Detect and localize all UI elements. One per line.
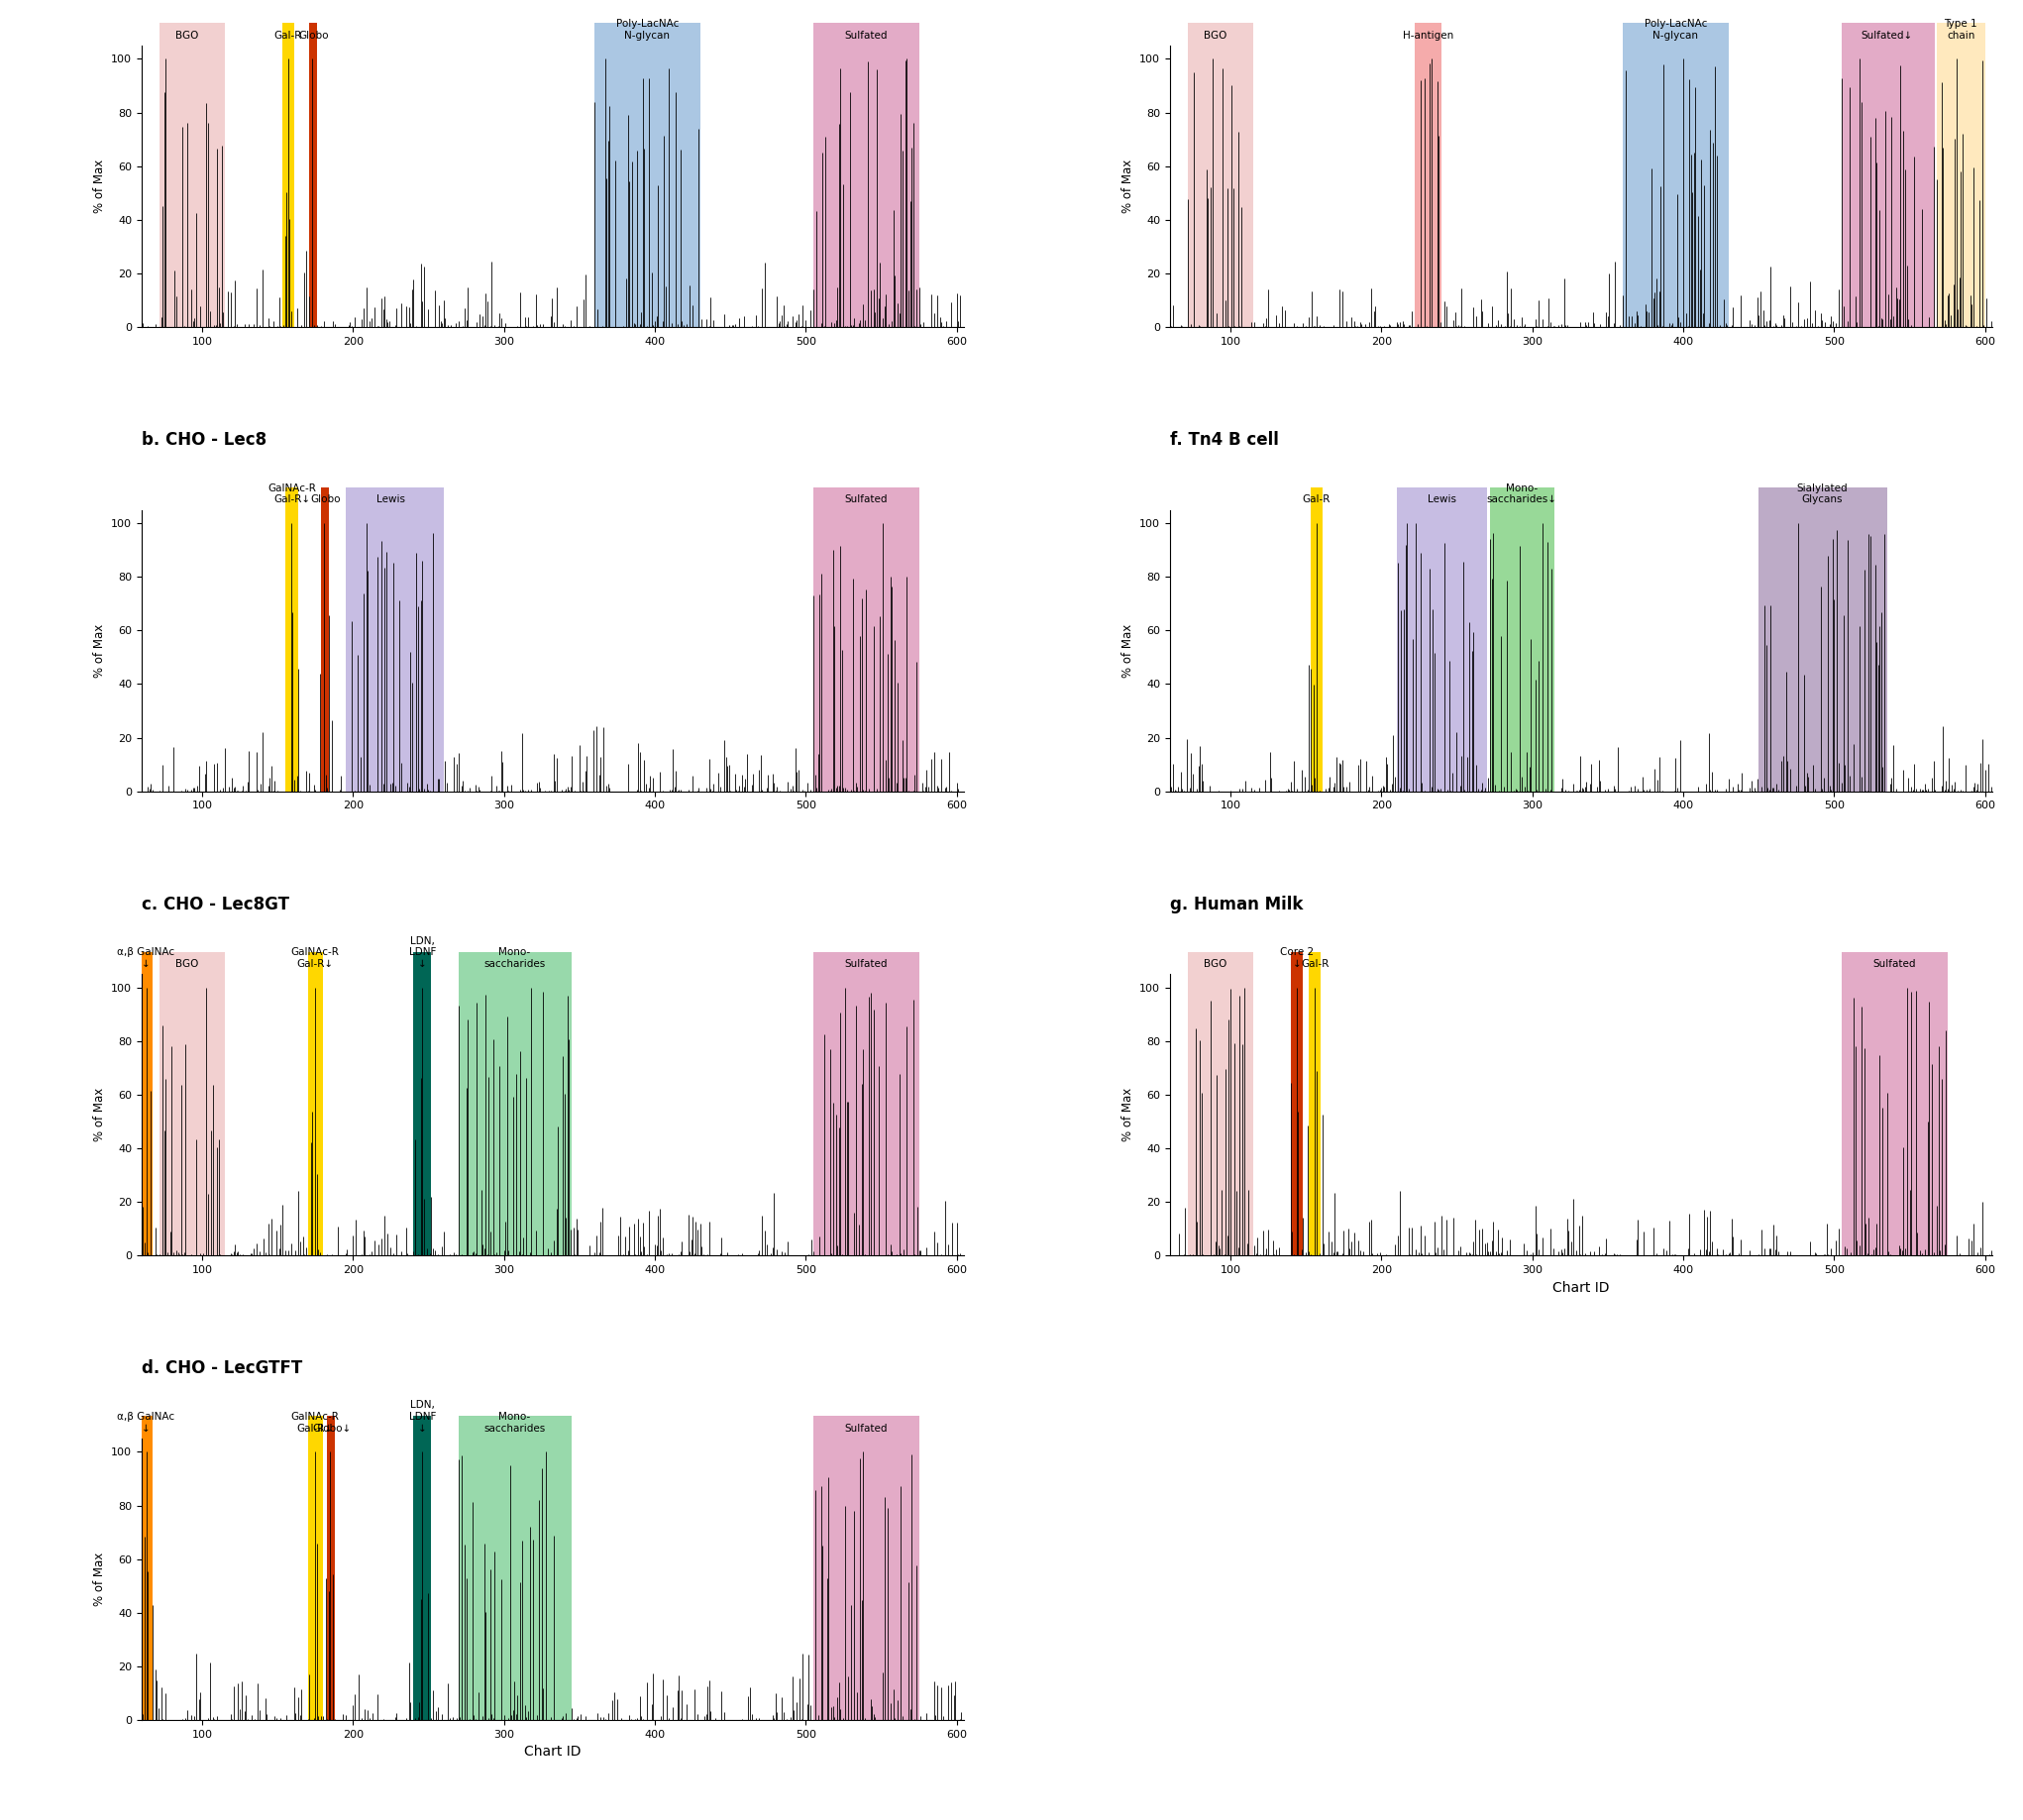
Bar (1414, 24, 1442, 328)
Text: Gal-R: Gal-R (1301, 959, 1329, 968)
Bar (1396, 488, 1487, 792)
Text: α,β GalNAc
↓: α,β GalNAc ↓ (117, 948, 174, 968)
Text: Gal-R: Gal-R (1303, 495, 1331, 504)
Text: Sulfated: Sulfated (846, 31, 888, 40)
Y-axis label: % of Max: % of Max (1121, 624, 1135, 677)
Text: c. CHO - Lec8GT: c. CHO - Lec8GT (142, 895, 289, 914)
Bar (1309, 952, 1321, 1256)
Bar (813, 952, 918, 1256)
Bar (1491, 488, 1556, 792)
Bar (1188, 952, 1252, 1256)
Bar (413, 1416, 431, 1720)
Text: f. Tn4 B cell: f. Tn4 B cell (1169, 431, 1279, 450)
Y-axis label: % of Max: % of Max (93, 1552, 105, 1605)
Bar (1311, 488, 1323, 792)
Text: Poly-LacNAc
N-glycan: Poly-LacNAc N-glycan (615, 18, 678, 40)
Y-axis label: % of Max: % of Max (1121, 160, 1135, 213)
Bar (322, 488, 330, 792)
Text: BGO: BGO (1204, 31, 1226, 40)
Bar (1841, 952, 1948, 1256)
Bar (285, 488, 299, 792)
Y-axis label: % of Max: % of Max (93, 624, 105, 677)
Text: Sialylated
Glycans: Sialylated Glycans (1796, 482, 1847, 504)
Text: Type 1
chain: Type 1 chain (1944, 18, 1978, 40)
Bar (160, 952, 225, 1256)
Text: Lewis: Lewis (376, 495, 405, 504)
Bar (307, 952, 324, 1256)
Text: Sulfated: Sulfated (846, 495, 888, 504)
Bar (281, 24, 293, 328)
Bar (310, 24, 318, 328)
Bar (1188, 24, 1252, 328)
Text: Globo: Globo (299, 31, 330, 40)
Bar (307, 1416, 324, 1720)
Bar (328, 1416, 336, 1720)
Text: Sulfated: Sulfated (846, 959, 888, 968)
Bar (459, 952, 573, 1256)
Text: BGO: BGO (1204, 959, 1226, 968)
X-axis label: Chart ID: Chart ID (524, 1745, 581, 1758)
Bar (813, 1416, 918, 1720)
Bar (459, 1416, 573, 1720)
Text: GalNAc-R
Gal-R↓: GalNAc-R Gal-R↓ (291, 948, 340, 968)
Text: Sulfated: Sulfated (1873, 959, 1916, 968)
Bar (595, 24, 700, 328)
Bar (142, 952, 152, 1256)
Bar (1291, 952, 1303, 1256)
Y-axis label: % of Max: % of Max (93, 160, 105, 213)
Text: α,β GalNAc
↓: α,β GalNAc ↓ (117, 1412, 174, 1432)
Bar (1936, 24, 1985, 328)
Bar (142, 1416, 152, 1720)
Text: Core 2
↓: Core 2 ↓ (1281, 948, 1313, 968)
Text: BGO: BGO (176, 959, 198, 968)
Bar (813, 24, 918, 328)
Text: Mono-
saccharides: Mono- saccharides (483, 948, 546, 968)
Text: Mono-
saccharides: Mono- saccharides (483, 1412, 546, 1432)
Text: g. Human Milk: g. Human Milk (1169, 895, 1303, 914)
Text: Globo↓: Globo↓ (312, 1423, 352, 1432)
Bar (413, 952, 431, 1256)
Text: Lewis: Lewis (1428, 495, 1457, 504)
Text: Sulfated: Sulfated (846, 1423, 888, 1432)
Text: H-antigen: H-antigen (1402, 31, 1453, 40)
Text: BGO: BGO (176, 31, 198, 40)
X-axis label: Chart ID: Chart ID (1554, 1281, 1610, 1294)
Bar (1758, 488, 1887, 792)
Text: Globo: Globo (312, 495, 342, 504)
Bar (813, 488, 918, 792)
Bar (1622, 24, 1728, 328)
Text: Poly-LacNAc
N-glycan: Poly-LacNAc N-glycan (1645, 18, 1707, 40)
Text: GalNAc-R
Gal-R↓: GalNAc-R Gal-R↓ (269, 482, 318, 504)
Bar (346, 488, 443, 792)
Bar (160, 24, 225, 328)
Text: LDN,
LDNF
↓: LDN, LDNF ↓ (409, 1400, 435, 1432)
Text: d. CHO - LecGTFT: d. CHO - LecGTFT (142, 1360, 301, 1378)
Text: Gal-R: Gal-R (273, 31, 301, 40)
Bar (1841, 24, 1936, 328)
Text: LDN,
LDNF
↓: LDN, LDNF ↓ (409, 935, 435, 968)
Text: Sulfated↓: Sulfated↓ (1861, 31, 1914, 40)
Y-axis label: % of Max: % of Max (93, 1088, 105, 1141)
Text: GalNAc-R
Gal-R↓: GalNAc-R Gal-R↓ (291, 1412, 340, 1432)
Text: b. CHO - Lec8: b. CHO - Lec8 (142, 431, 267, 450)
Y-axis label: % of Max: % of Max (1121, 1088, 1135, 1141)
Text: Mono-
saccharides↓: Mono- saccharides↓ (1487, 482, 1558, 504)
